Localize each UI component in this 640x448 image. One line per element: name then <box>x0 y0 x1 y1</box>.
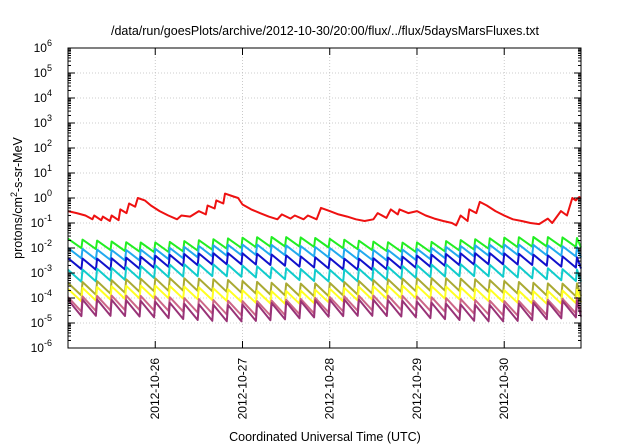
y-tick-exponent: 2 <box>47 138 52 148</box>
y-tick-label: 105 <box>34 63 52 80</box>
y-tick-exponent: 6 <box>47 38 52 48</box>
y-tick-labels: 10-610-510-410-310-210-11001011021031041… <box>31 38 52 355</box>
y-tick-exponent: 0 <box>47 188 52 198</box>
y-tick-label: 10-4 <box>31 288 52 305</box>
y-tick-exponent: 1 <box>47 163 52 173</box>
y-tick-label: 10-5 <box>31 313 52 330</box>
x-tick-label: 2012-10-30 <box>497 358 511 420</box>
y-tick-label: 102 <box>34 138 52 155</box>
y-tick-label: 106 <box>34 38 52 55</box>
x-tick-label: 2012-10-29 <box>410 358 424 420</box>
series-line-9 <box>67 298 582 323</box>
y-axis-label-exponent: 2 <box>9 192 19 197</box>
y-tick-exponent: -1 <box>44 213 52 223</box>
y-tick-label: 10-2 <box>31 238 52 255</box>
x-tick-label: 2012-10-27 <box>235 358 249 420</box>
x-tick-label: 2012-10-26 <box>148 358 162 420</box>
y-tick-label: 100 <box>34 188 52 205</box>
y-tick-exponent: 5 <box>47 63 52 73</box>
y-tick-label: 104 <box>34 88 52 105</box>
x-tick-label: 2012-10-28 <box>323 358 337 420</box>
y-tick-label: 101 <box>34 163 52 180</box>
y-tick-exponent: -5 <box>44 313 52 323</box>
ticks <box>68 47 581 349</box>
y-tick-label: 103 <box>34 113 52 130</box>
y-tick-label: 10-3 <box>31 263 52 280</box>
y-axis-label-rest: -s-sr-MeV <box>11 136 25 192</box>
y-tick-exponent: -4 <box>44 288 52 298</box>
series-layer <box>67 192 582 323</box>
series-line-4 <box>67 252 582 271</box>
chart-title: /data/run/goesPlots/archive/2012-10-30/2… <box>111 24 540 38</box>
series-line-7 <box>67 284 582 305</box>
y-tick-exponent: -2 <box>44 238 52 248</box>
y-tick-exponent: 4 <box>47 88 52 98</box>
y-tick-exponent: -6 <box>44 338 52 348</box>
y-tick-exponent: -3 <box>44 263 52 273</box>
x-tick-labels: 2012-10-26 2012-10-27 2012-10-28 2012-10-29… <box>148 358 511 420</box>
y-tick-label: 10-6 <box>31 338 52 355</box>
series-line-5 <box>67 263 582 283</box>
y-tick-exponent: 3 <box>47 113 52 123</box>
x-axis-label: Coordinated Universal Time (UTC) <box>229 430 421 444</box>
y-tick-label: 10-1 <box>31 213 52 230</box>
series-line-1 <box>67 192 582 227</box>
y-axis-label: protons/cm2-s-sr-MeV <box>9 136 25 258</box>
